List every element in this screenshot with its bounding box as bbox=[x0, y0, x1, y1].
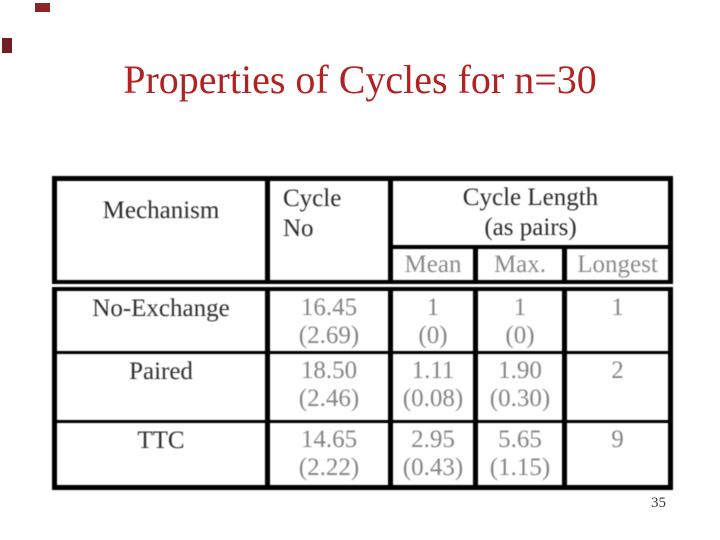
value: 2 bbox=[611, 356, 624, 384]
value: 5.65 bbox=[498, 425, 542, 453]
std-dev: (0.43) bbox=[402, 454, 464, 481]
page-number: 35 bbox=[651, 495, 666, 511]
value: 16.45 bbox=[300, 293, 358, 321]
std-dev: (0) bbox=[418, 322, 448, 349]
cycle-no-value: 18.50 (2.46) bbox=[265, 350, 393, 423]
mean-value: 1 (0) bbox=[388, 283, 478, 354]
value: 1 bbox=[513, 293, 527, 321]
std-dev: (0.30) bbox=[489, 385, 551, 412]
cycle-no-value: 16.45 (2.69) bbox=[265, 283, 393, 354]
col-header-cycle-length: Cycle Length (as pairs) bbox=[388, 176, 673, 249]
col-header-longest: Longest bbox=[562, 245, 673, 291]
table-row-ttc: TTC 14.65 (2.22) 2.95 (0.43) 5.65 (1.15)… bbox=[52, 419, 673, 490]
col-header-mean: Mean bbox=[388, 245, 478, 291]
max-value: 5.65 (1.15) bbox=[473, 419, 567, 490]
value: 14.65 bbox=[300, 425, 358, 453]
max-value: 1 (0) bbox=[473, 283, 567, 354]
decor-square-top bbox=[35, 3, 50, 12]
std-dev: (0.08) bbox=[402, 385, 464, 412]
table-subheader-row: Mean Max. Longest bbox=[55, 245, 673, 291]
table-header-row: Mechanism Cycle No Cycle Length (as pair… bbox=[52, 176, 673, 291]
table-row-no-exchange: No-Exchange 16.45 (2.69) 1 (0) 1 (0) 1 bbox=[52, 283, 673, 354]
mean-value: 2.95 (0.43) bbox=[388, 419, 478, 490]
table-row-paired: Paired 18.50 (2.46) 1.11 (0.08) 1.90 (0.… bbox=[52, 350, 673, 423]
value: 1.11 bbox=[411, 356, 455, 384]
std-dev: (2.69) bbox=[298, 322, 360, 349]
decor-square-left bbox=[2, 38, 12, 53]
row-label: Paired bbox=[52, 350, 270, 423]
longest-value: 2 bbox=[562, 350, 673, 423]
value: 2.95 bbox=[411, 425, 455, 453]
col-header-cycle-no: Cycle No bbox=[265, 176, 393, 291]
std-dev: (2.22) bbox=[298, 454, 360, 481]
cycle-no-line1: Cycle bbox=[283, 185, 342, 212]
cycle-no-line2: No bbox=[283, 214, 314, 242]
max-value: 1.90 (0.30) bbox=[473, 350, 567, 423]
cycle-length-line2: (as pairs) bbox=[484, 213, 577, 241]
mean-value: 1.11 (0.08) bbox=[388, 350, 478, 423]
slide-title: Properties of Cycles for n=30 bbox=[123, 57, 597, 102]
value: 1 bbox=[611, 293, 624, 321]
value: 18.50 bbox=[300, 356, 358, 384]
row-label: TTC bbox=[52, 419, 270, 490]
col-header-mechanism: Mechanism bbox=[52, 176, 270, 291]
cycles-properties-table: Mechanism Cycle No Cycle Length (as pair… bbox=[52, 176, 673, 490]
cycle-no-value: 14.65 (2.22) bbox=[265, 419, 393, 490]
cycle-length-line1: Cycle Length bbox=[462, 184, 599, 211]
longest-value: 1 bbox=[562, 283, 673, 354]
row-label: No-Exchange bbox=[52, 283, 270, 354]
std-dev: (1.15) bbox=[489, 454, 551, 481]
value: 1 bbox=[426, 293, 440, 321]
value: 9 bbox=[611, 425, 624, 453]
longest-value: 9 bbox=[562, 419, 673, 490]
col-header-max: Max. bbox=[473, 245, 567, 291]
std-dev: (0) bbox=[505, 322, 535, 349]
std-dev: (2.46) bbox=[298, 385, 360, 412]
value: 1.90 bbox=[498, 356, 542, 384]
